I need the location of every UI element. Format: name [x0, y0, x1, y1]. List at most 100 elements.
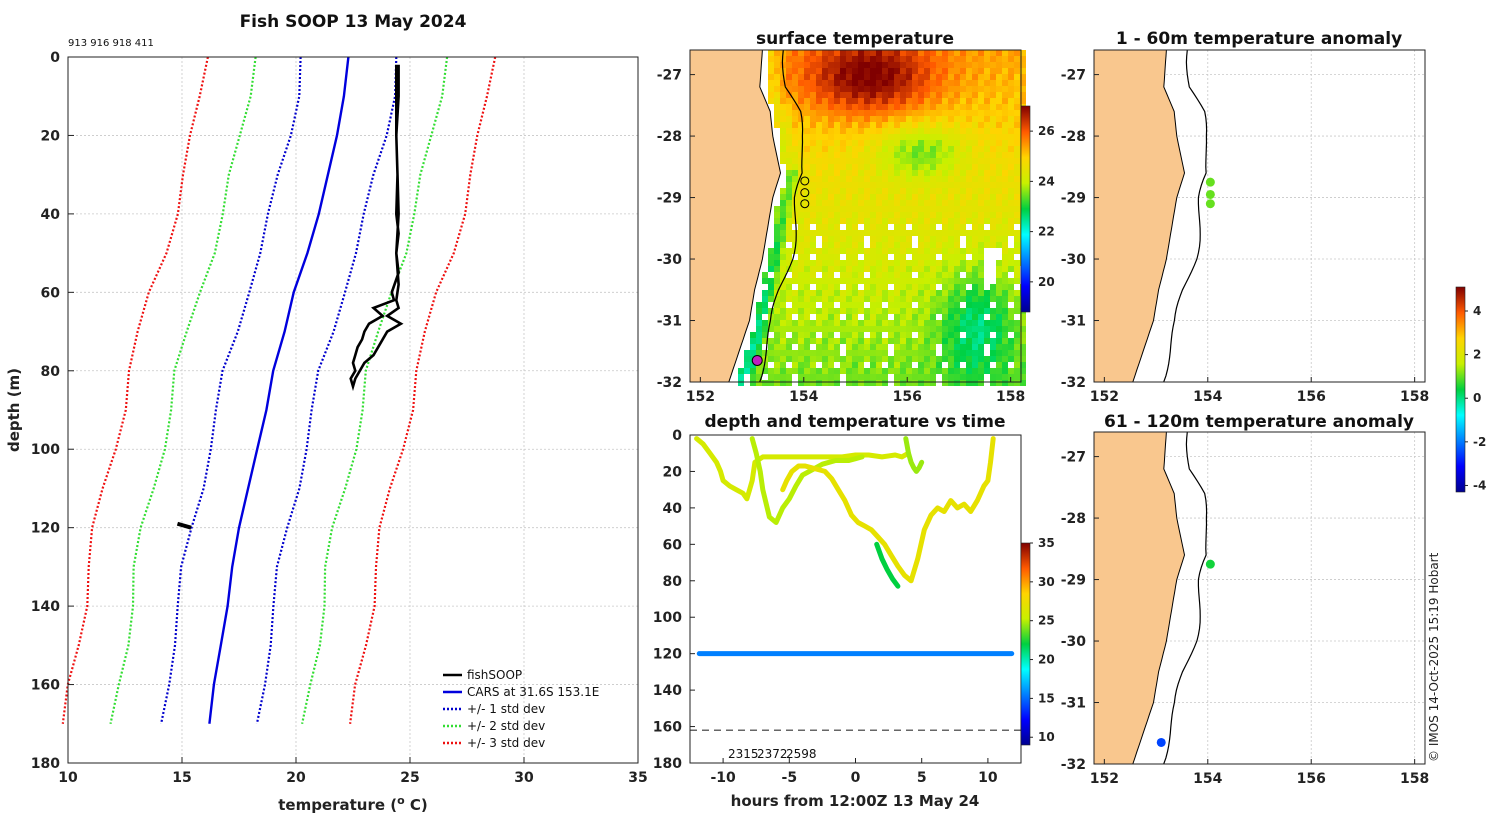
sst-pixel: [816, 134, 822, 140]
sst-pixel: [1014, 248, 1020, 254]
sst-pixel: [930, 212, 936, 218]
sst-pixel: [990, 194, 996, 200]
anomaly-colorbar-ticks: -4-2024: [1465, 304, 1486, 492]
sst-pixel: [804, 308, 810, 314]
sst-pixel: [840, 134, 846, 140]
sst-pixel: [834, 224, 840, 230]
profile-xtick-label: 20: [286, 770, 306, 786]
sst-pixel: [876, 302, 882, 308]
sst-pixel: [894, 332, 900, 338]
sst-pixel: [930, 218, 936, 224]
sst-pixel: [798, 80, 804, 86]
sst-pixel: [906, 212, 912, 218]
sst-pixel: [918, 50, 924, 56]
sst-pixel: [834, 80, 840, 86]
sst-pixel: [774, 80, 780, 86]
sst-pixel: [768, 284, 774, 290]
sst-pixel: [954, 284, 960, 290]
anomaly-shallow-ytick-label: -32: [1061, 375, 1086, 391]
sst-pixel: [900, 254, 906, 260]
sst-pixel: [858, 266, 864, 272]
sst-pixel: [840, 236, 846, 242]
sst-pixel: [882, 248, 888, 254]
sst-pixel: [810, 200, 816, 206]
sst-pixel: [870, 368, 876, 374]
sst-pixel: [906, 374, 912, 380]
sst-pixel: [948, 266, 954, 272]
sst-pixel: [804, 248, 810, 254]
sst-pixel: [942, 128, 948, 134]
sst-pixel: [960, 56, 966, 62]
sst-pixel: [1014, 278, 1020, 284]
sst-pixel: [924, 260, 930, 266]
sst-pixel: [804, 320, 810, 326]
sst-pixel: [804, 194, 810, 200]
sst-pixel: [978, 122, 984, 128]
sst-pixel: [894, 308, 900, 314]
sst-pixel: [1002, 290, 1008, 296]
sst-pixel: [792, 146, 798, 152]
sst-pixel: [1014, 206, 1020, 212]
sst-pixel: [1014, 212, 1020, 218]
sst-pixel: [846, 362, 852, 368]
sst-pixel: [960, 218, 966, 224]
sst-pixel: [1008, 86, 1014, 92]
sst-pixel: [852, 92, 858, 98]
sst-pixel: [852, 356, 858, 362]
sst-pixel: [996, 380, 1002, 386]
sst-pixel: [762, 344, 768, 350]
sst-pixel: [996, 248, 1002, 254]
sst-pixel: [852, 260, 858, 266]
sst-pixel: [798, 140, 804, 146]
sst-pixel: [918, 104, 924, 110]
sst-pixel: [840, 266, 846, 272]
sst-pixel: [978, 128, 984, 134]
sst-pixel: [870, 224, 876, 230]
sst-pixel: [816, 218, 822, 224]
sst-pixel: [822, 344, 828, 350]
sst-pixel: [1008, 116, 1014, 122]
sst-pixel: [852, 326, 858, 332]
sst-pixel: [930, 266, 936, 272]
sst-pixel: [852, 320, 858, 326]
sst-pixel: [894, 248, 900, 254]
sst-pixel: [804, 116, 810, 122]
sst-pixel: [834, 212, 840, 218]
depth-time-xtick-label: -10: [710, 770, 736, 786]
sst-pixel: [900, 356, 906, 362]
sst-pixel: [828, 350, 834, 356]
sst-pixel: [996, 164, 1002, 170]
sst-pixel: [948, 164, 954, 170]
sst-pixel: [828, 290, 834, 296]
sst-pixel: [792, 362, 798, 368]
sst-pixel: [906, 278, 912, 284]
sst-pixel: [762, 380, 768, 386]
sst-pixel: [870, 110, 876, 116]
sst-pixel: [924, 140, 930, 146]
anomaly-shallow-map: [1093, 49, 1425, 383]
sst-pixel: [822, 278, 828, 284]
sst-pixel: [1002, 104, 1008, 110]
sst-pixel: [882, 380, 888, 386]
sst-pixel: [894, 56, 900, 62]
sst-pixel: [894, 62, 900, 68]
profile-xtick-label: 35: [628, 770, 647, 786]
sst-pixel: [936, 68, 942, 74]
sst-pixel: [894, 104, 900, 110]
sst-pixel: [924, 182, 930, 188]
sst-pixel: [858, 110, 864, 116]
sst-pixel: [870, 218, 876, 224]
sst-pixel: [966, 260, 972, 266]
profile-ytick-label: 0: [50, 50, 60, 66]
depth-time-ytick-label: 0: [672, 428, 682, 444]
sst-pixel: [978, 56, 984, 62]
sst-pixel: [996, 350, 1002, 356]
sst-pixel: [996, 260, 1002, 266]
sst-pixel: [822, 230, 828, 236]
sst-pixel: [990, 236, 996, 242]
sst-pixel: [894, 302, 900, 308]
sst-pixel: [966, 68, 972, 74]
sst-pixel: [972, 374, 978, 380]
sst-pixel: [852, 110, 858, 116]
sst-pixel: [828, 236, 834, 242]
